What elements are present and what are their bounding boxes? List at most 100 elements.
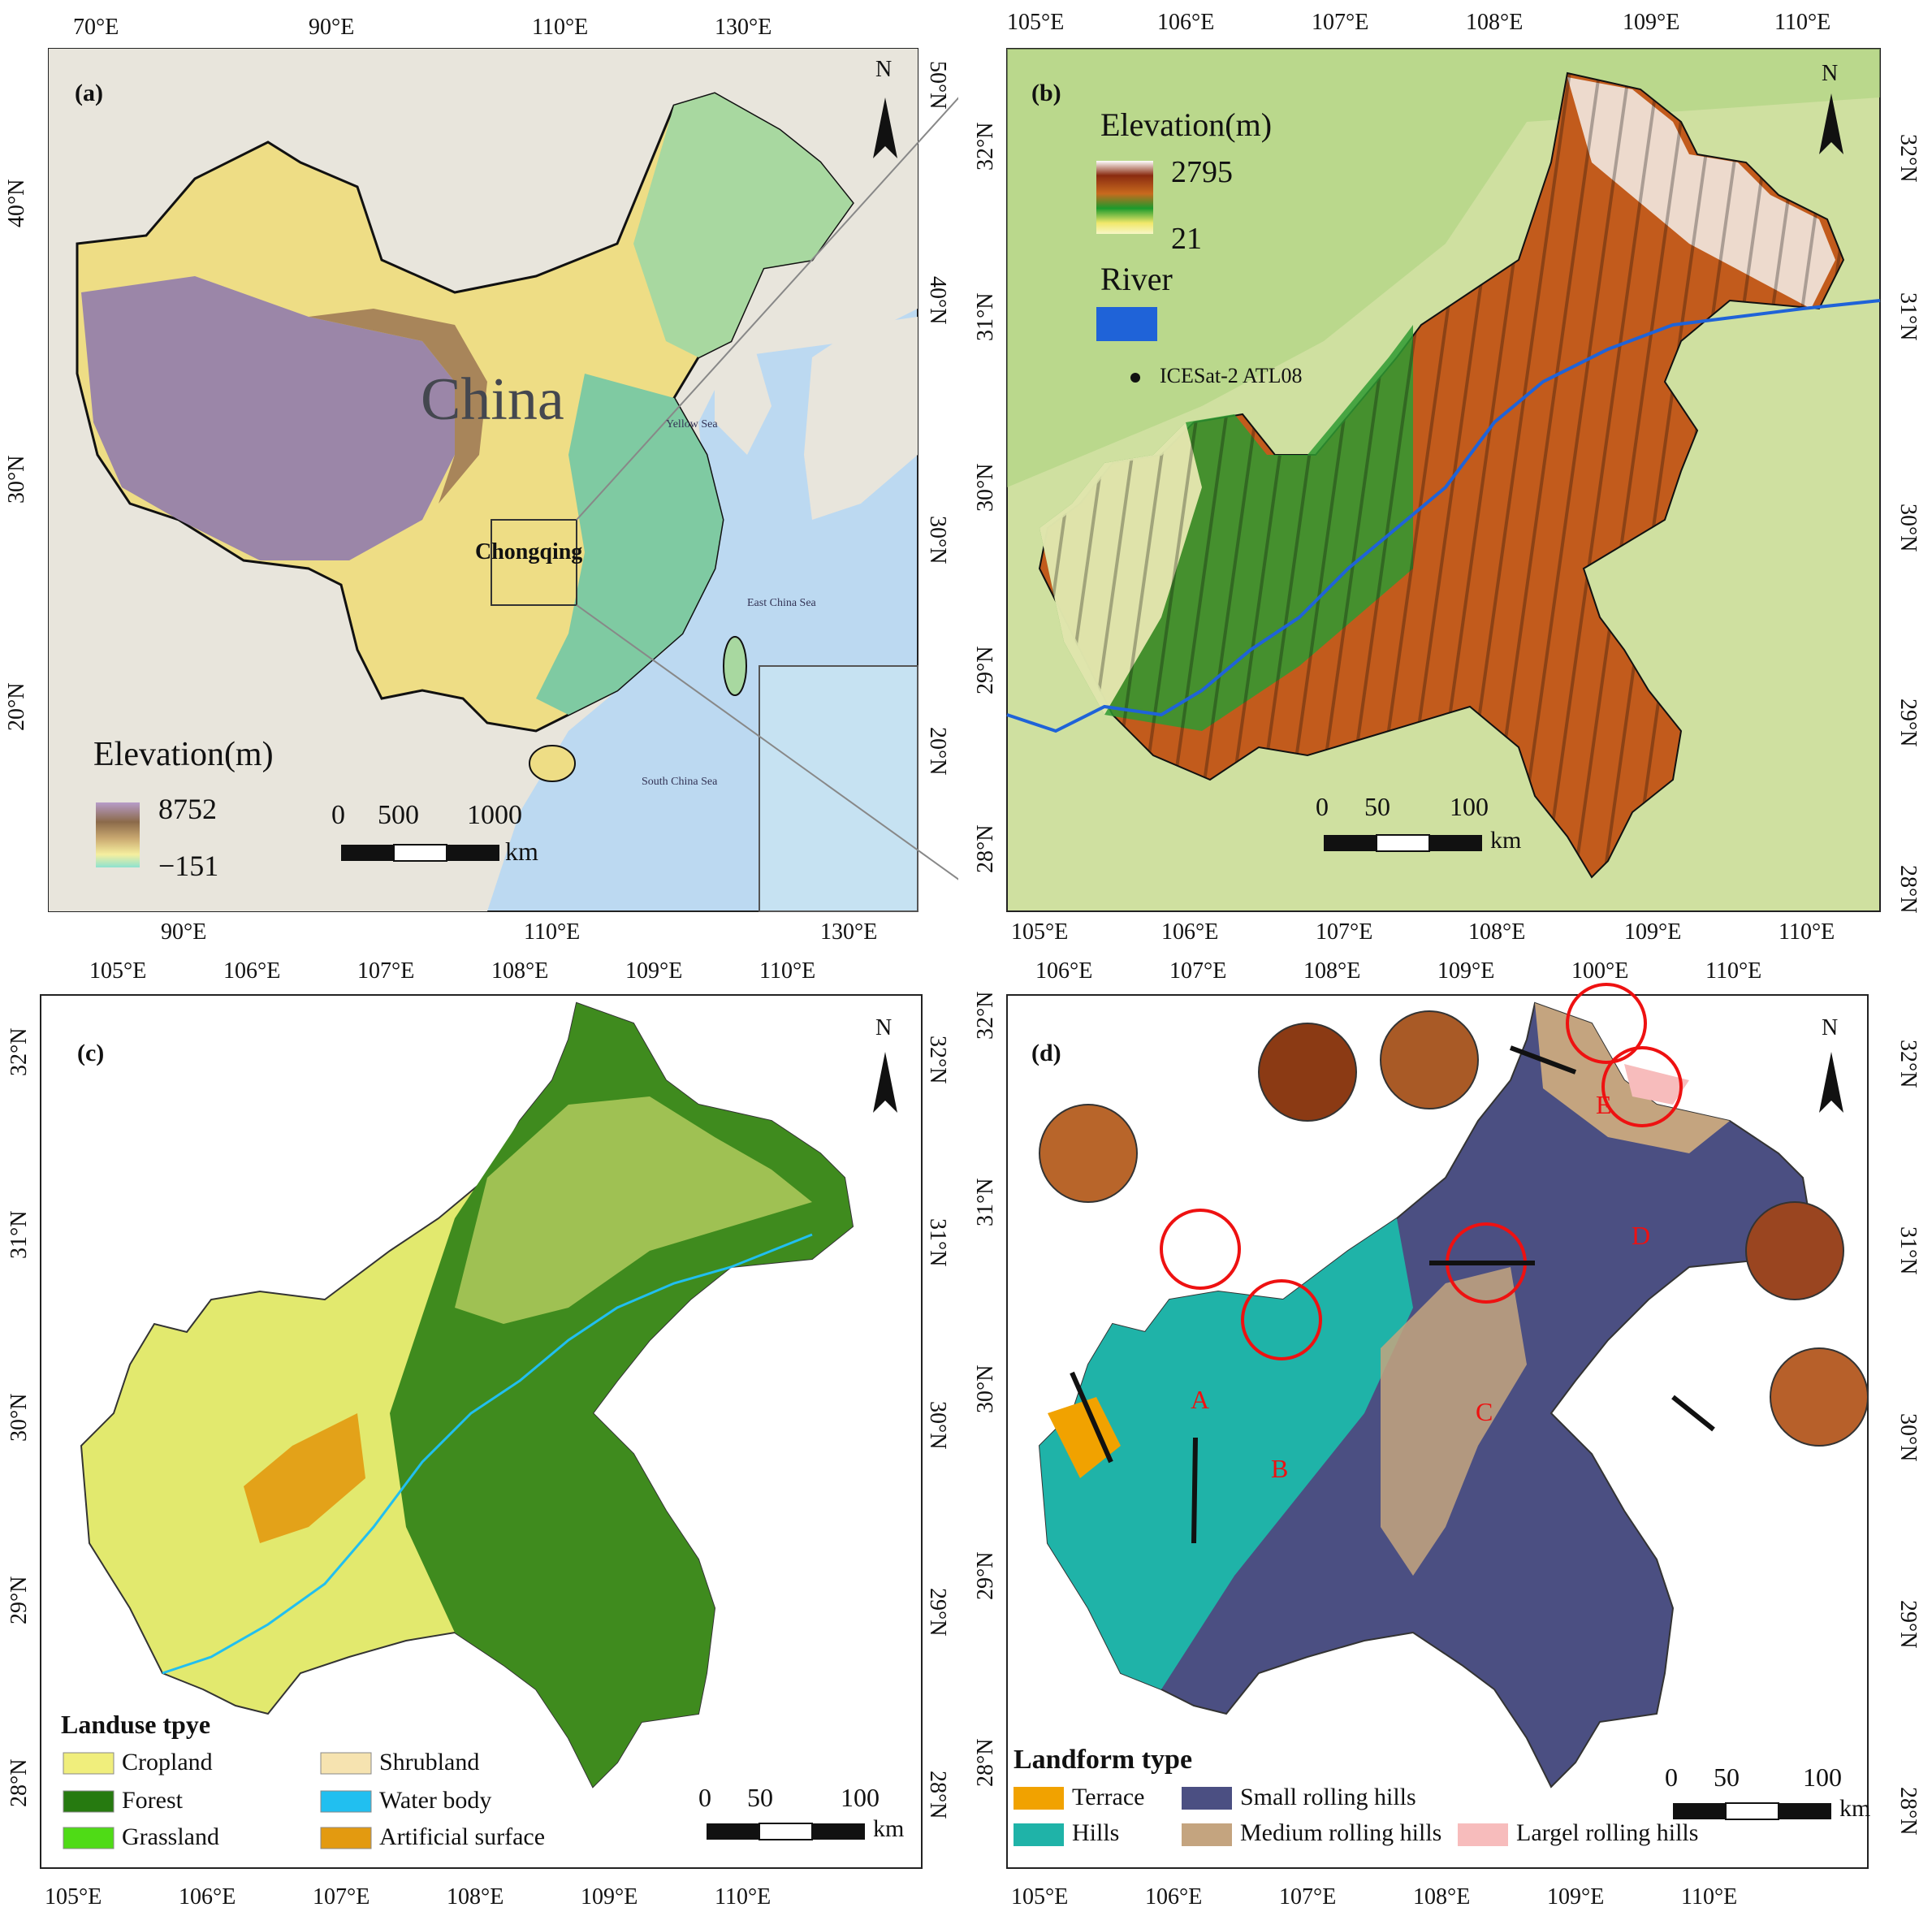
legend-swatch-water [320,1790,372,1813]
tick-right: 31°N [1895,292,1921,341]
urban-area [244,1413,365,1543]
panel-label: (c) [77,1040,105,1066]
tibetan-plateau [81,276,455,560]
tick-top: 109°E [1623,10,1680,35]
panel-c: (c) N Landuse tpye Cropland Forest Grass… [0,958,958,1929]
tick-right: 50°N [925,61,950,110]
legend-title: Landform type [1014,1745,1193,1775]
tick-right: 28°N [1895,865,1921,914]
scale-label: 50 [1364,792,1390,821]
tick-bottom: 130°E [820,919,878,945]
tick-right: 30°N [1895,504,1921,552]
circle-e [1566,983,1647,1064]
region-label: Chongqing [475,539,583,564]
scale-unit: km [1490,827,1522,854]
tick-left: 28°N [973,824,998,873]
legend-item-label: Artificial surface [379,1823,546,1850]
tick-right: 30°N [1895,1413,1921,1462]
scale-label: 0 [1665,1762,1678,1792]
tick-bottom: 107°E [1279,1884,1337,1910]
river-legend-swatch [1096,307,1157,341]
scale-seg-3 [1429,835,1482,851]
scale-label: 0 [698,1783,711,1812]
tick-left: 32°N [973,122,998,171]
tick-right: 40°N [925,276,950,325]
tick-right: 29°N [1895,699,1921,747]
legend-min: −151 [158,850,219,882]
arrow-b [1191,1437,1198,1544]
tick-bottom: 106°E [1145,1884,1203,1910]
tick-left: 31°N [6,1210,32,1259]
circle-label-e: E [1596,1090,1612,1119]
circle-b [1241,1279,1322,1360]
connector-bottom [576,604,958,880]
north-arrow-icon [1819,1052,1843,1113]
medium-hills-center [1381,1267,1527,1576]
terrace-area [1048,1397,1121,1478]
legend-swatch-shrubland [320,1752,372,1775]
tick-right: 32°N [925,1036,950,1084]
legend-item-label: Small rolling hills [1240,1784,1416,1810]
tick-right: 29°N [925,1588,950,1637]
taiwan [723,636,747,696]
river-line [162,1233,813,1675]
tick-top: 105°E [89,958,147,984]
tick-top: 130°E [715,15,772,40]
scale-seg-1 [707,1823,759,1840]
legend-title: Elevation(m) [1100,106,1273,143]
tick-top: 108°E [1303,958,1361,984]
scale-label: 50 [1714,1762,1740,1792]
chongqing-box [491,519,577,606]
tick-top: 110°E [759,958,816,984]
legend-max: 2795 [1171,155,1233,189]
south-china-sea-inset [759,665,918,912]
panel-label: (b) [1031,80,1061,106]
tick-right: 31°N [925,1218,950,1267]
tick-left: 29°N [973,1551,998,1600]
tick-top: 100°E [1571,958,1629,984]
tick-left: 30°N [973,1365,998,1413]
scale-label: 1000 [467,800,522,830]
tick-top: 106°E [223,958,281,984]
tick-bottom: 106°E [179,1884,236,1910]
tick-left: 31°N [973,292,998,341]
legend-item-label: Water body [379,1787,492,1814]
arrow-e [1509,1045,1577,1075]
tick-right: 32°N [1895,134,1921,183]
north-label: N [1822,1015,1839,1040]
tick-bottom: 105°E [1011,919,1069,945]
tick-right: 32°N [1895,1040,1921,1088]
panel-label: (d) [1031,1040,1061,1066]
scale-label: 100 [841,1783,880,1812]
tick-right: 31°N [1895,1226,1921,1275]
plateau-edge [309,309,487,504]
scale-seg-3 [447,845,499,861]
tick-top: 107°E [357,958,415,984]
scale-label: 500 [378,800,419,830]
tick-bottom: 108°E [447,1884,504,1910]
connector-top [576,97,958,521]
inset-thumbnail [1770,1347,1869,1447]
scale-seg-1 [1673,1803,1726,1819]
tick-bottom: 108°E [1413,1884,1471,1910]
tick-bottom: 107°E [313,1884,370,1910]
tick-bottom: 109°E [1547,1884,1605,1910]
tick-left: 29°N [6,1576,32,1624]
legend-swatch-medium [1182,1823,1232,1846]
circle-label-a: A [1191,1385,1210,1414]
legend-item-label: Terrace [1072,1784,1145,1810]
scale-seg-2 [1725,1802,1779,1820]
tick-top: 109°E [1437,958,1495,984]
legend-max: 8752 [158,793,217,825]
scale-label: 100 [1450,792,1489,821]
panel-d: (d) N A B C D E Landform type Terrace Hi… [958,958,1932,1929]
large-hills [1624,1064,1689,1105]
tick-left: 30°N [6,1393,32,1442]
tick-top: 107°E [1312,10,1369,35]
scale-label: 0 [331,800,345,830]
tick-bottom: 105°E [1011,1884,1069,1910]
tick-top: 105°E [1007,10,1065,35]
legend-item-label: Hills [1072,1819,1120,1846]
cropland-strip [455,1096,812,1324]
hainan [529,745,576,782]
